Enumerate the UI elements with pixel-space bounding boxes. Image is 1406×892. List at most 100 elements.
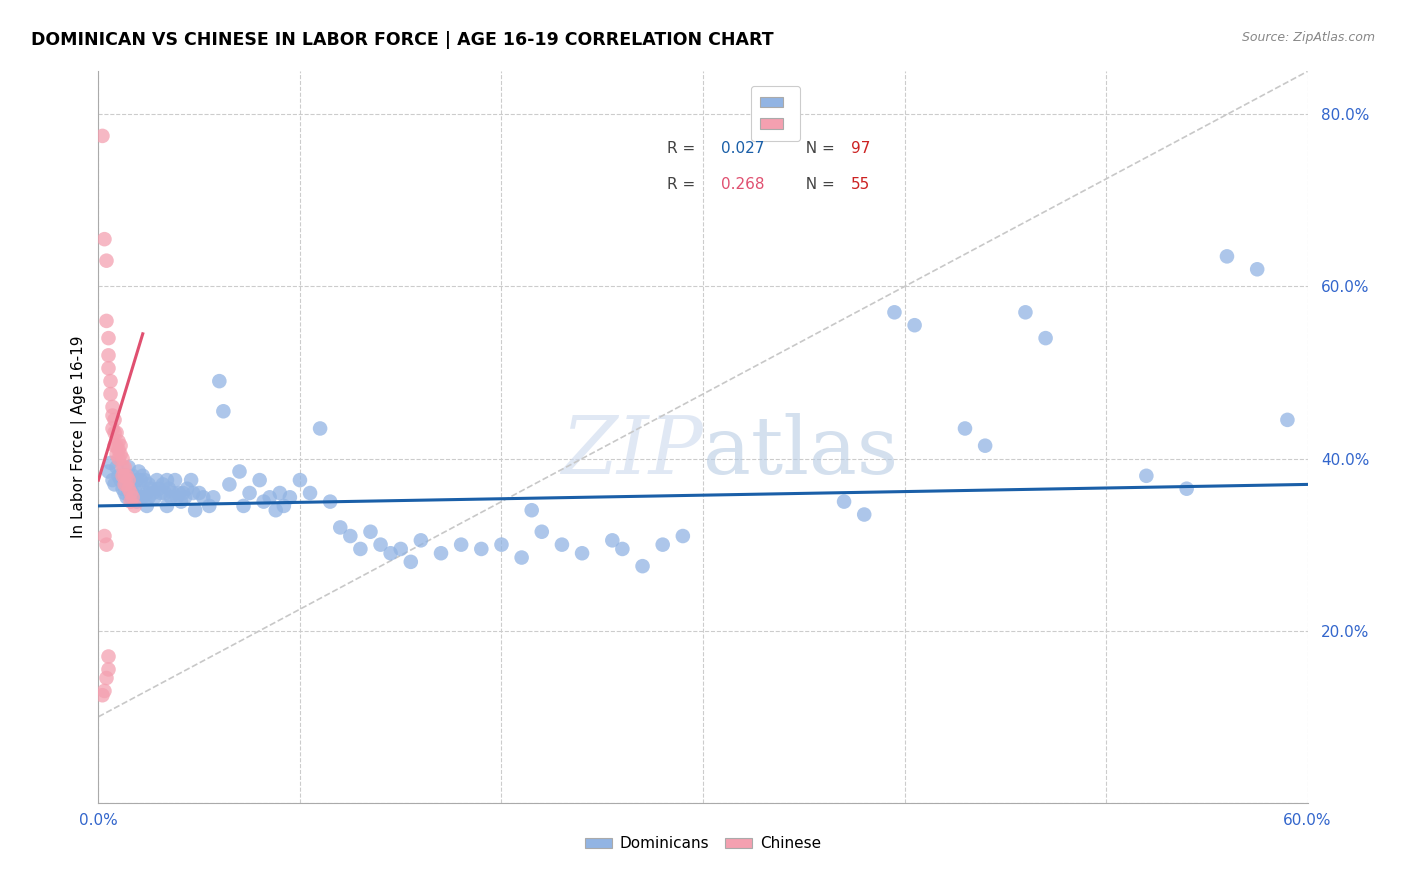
Point <box>134 473 156 487</box>
Point <box>97 465 120 479</box>
Point <box>120 473 142 487</box>
Point <box>228 465 250 479</box>
Point <box>249 473 271 487</box>
Point <box>176 482 198 496</box>
Point <box>309 421 332 435</box>
Point <box>853 508 876 522</box>
Point <box>114 477 136 491</box>
Point <box>118 460 141 475</box>
Text: 0.268: 0.268 <box>721 178 765 193</box>
Point <box>135 486 157 500</box>
Point <box>97 649 120 664</box>
Point <box>166 491 188 505</box>
Point <box>128 486 150 500</box>
Point <box>115 468 138 483</box>
Text: R =: R = <box>666 178 700 193</box>
Point <box>319 494 342 508</box>
Point <box>1035 331 1057 345</box>
Point <box>101 409 124 423</box>
Point <box>389 541 412 556</box>
Point <box>174 491 197 505</box>
Text: 55: 55 <box>851 178 870 193</box>
Point <box>120 486 142 500</box>
Point <box>163 473 186 487</box>
Point <box>91 128 114 143</box>
Point <box>339 529 361 543</box>
Point <box>181 486 204 500</box>
Point <box>138 491 160 505</box>
Point <box>96 314 118 328</box>
Text: 97: 97 <box>851 141 870 156</box>
Point <box>114 468 136 483</box>
Point <box>193 491 215 505</box>
Point <box>115 477 138 491</box>
Point <box>121 486 143 500</box>
Point <box>299 486 322 500</box>
Point <box>120 491 142 505</box>
Point <box>631 559 654 574</box>
Point <box>162 486 184 500</box>
Point <box>1175 482 1198 496</box>
Point <box>180 473 202 487</box>
Point <box>329 520 352 534</box>
Point <box>100 387 122 401</box>
Point <box>832 494 855 508</box>
Point <box>125 473 148 487</box>
Point <box>232 499 254 513</box>
Point <box>253 494 276 508</box>
Point <box>103 413 125 427</box>
Point <box>97 361 120 376</box>
Point <box>93 684 115 698</box>
Point <box>883 305 905 319</box>
Point <box>143 491 166 505</box>
Text: atlas: atlas <box>703 413 898 491</box>
Point <box>110 439 132 453</box>
Point <box>110 473 132 487</box>
Point <box>105 425 128 440</box>
Point <box>91 688 114 702</box>
Point <box>450 538 472 552</box>
Point <box>103 477 125 491</box>
Point <box>551 538 574 552</box>
Point <box>118 482 141 496</box>
Point <box>97 662 120 676</box>
Point <box>107 434 129 449</box>
Text: 0.027: 0.027 <box>721 141 765 156</box>
Point <box>152 477 174 491</box>
Point <box>491 538 513 552</box>
Text: Source: ZipAtlas.com: Source: ZipAtlas.com <box>1241 31 1375 45</box>
Point <box>118 473 141 487</box>
Point <box>146 473 169 487</box>
Point <box>100 374 122 388</box>
Point <box>198 499 221 513</box>
Point <box>93 529 115 543</box>
Point <box>111 468 134 483</box>
Point <box>651 538 673 552</box>
Point <box>107 451 129 466</box>
Point <box>212 404 235 418</box>
Point <box>239 486 262 500</box>
Point <box>430 546 453 560</box>
Text: R =: R = <box>666 141 700 156</box>
Point <box>118 482 141 496</box>
Point <box>1246 262 1268 277</box>
Point <box>953 421 976 435</box>
Point <box>167 486 190 500</box>
Point <box>114 460 136 475</box>
Point <box>612 541 634 556</box>
Point <box>129 491 152 505</box>
Point <box>184 503 207 517</box>
Point <box>111 482 134 496</box>
Point <box>124 499 146 513</box>
Point <box>125 494 148 508</box>
Point <box>114 486 136 500</box>
Point <box>100 456 122 470</box>
Point <box>107 442 129 457</box>
Point <box>128 465 150 479</box>
Point <box>602 533 624 548</box>
Point <box>370 538 392 552</box>
Point <box>672 529 695 543</box>
Point <box>101 473 124 487</box>
Point <box>1277 413 1299 427</box>
Point <box>157 482 180 496</box>
